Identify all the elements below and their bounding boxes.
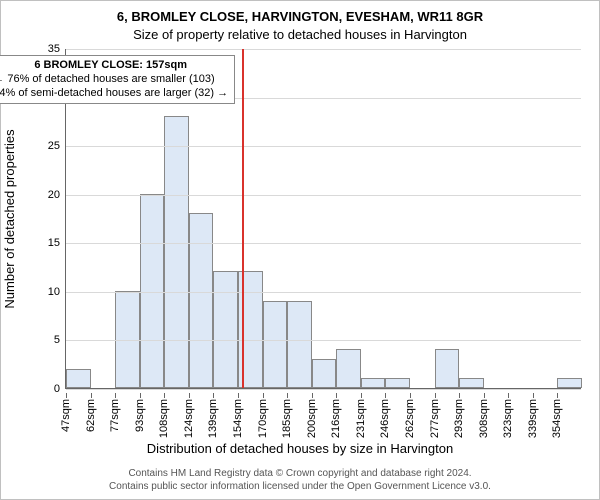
- y-axis-label: Number of detached properties: [2, 129, 17, 308]
- xtick-label: 62sqm: [85, 399, 97, 432]
- ytick-label: 20: [48, 189, 66, 201]
- ytick-label: 35: [48, 43, 66, 55]
- ytick-label: 25: [48, 140, 66, 152]
- attribution-line2: Contains public sector information licen…: [1, 481, 599, 494]
- marker-line: [242, 49, 244, 388]
- xtick-mark: [213, 393, 214, 398]
- xtick-mark: [66, 393, 67, 398]
- annotation-line1: 6 BROMLEY CLOSE: 157sqm: [0, 59, 228, 73]
- annotation-box: 6 BROMLEY CLOSE: 157sqm← 76% of detached…: [0, 55, 235, 104]
- xtick-label: 47sqm: [60, 399, 72, 432]
- xtick-mark: [533, 393, 534, 398]
- xtick-label: 354sqm: [551, 399, 563, 438]
- xtick-mark: [263, 393, 264, 398]
- chart-container: 6, BROMLEY CLOSE, HARVINGTON, EVESHAM, W…: [0, 0, 600, 500]
- xtick-label: 154sqm: [232, 399, 244, 438]
- histogram-bar: [164, 116, 189, 388]
- xtick-label: 246sqm: [379, 399, 391, 438]
- gridline: [66, 195, 581, 196]
- gridline: [66, 292, 581, 293]
- xtick-mark: [115, 393, 116, 398]
- xtick-mark: [189, 393, 190, 398]
- xtick-mark: [91, 393, 92, 398]
- gridline: [66, 49, 581, 50]
- annotation-line2: ← 76% of detached houses are smaller (10…: [0, 73, 228, 87]
- xtick-mark: [238, 393, 239, 398]
- ytick-label: 15: [48, 237, 66, 249]
- histogram-bar: [213, 271, 238, 388]
- histogram-bar: [435, 349, 460, 388]
- histogram-bar: [385, 378, 410, 388]
- xtick-mark: [484, 393, 485, 398]
- xtick-label: 124sqm: [183, 399, 195, 438]
- xtick-label: 93sqm: [134, 399, 146, 432]
- attribution-text: Contains HM Land Registry data © Crown c…: [1, 468, 599, 493]
- xtick-label: 231sqm: [355, 399, 367, 438]
- xtick-label: 108sqm: [158, 399, 170, 438]
- annotation-line3: 24% of semi-detached houses are larger (…: [0, 87, 228, 101]
- xtick-label: 339sqm: [527, 399, 539, 438]
- histogram-bar: [557, 378, 582, 388]
- xtick-label: 200sqm: [306, 399, 318, 438]
- histogram-bar: [66, 369, 91, 388]
- xtick-mark: [287, 393, 288, 398]
- xtick-label: 323sqm: [502, 399, 514, 438]
- xtick-mark: [410, 393, 411, 398]
- histogram-bar: [459, 378, 484, 388]
- histogram-bar: [312, 359, 337, 388]
- xtick-label: 308sqm: [478, 399, 490, 438]
- xtick-label: 293sqm: [453, 399, 465, 438]
- gridline: [66, 243, 581, 244]
- xtick-mark: [336, 393, 337, 398]
- xtick-label: 262sqm: [404, 399, 416, 438]
- xtick-label: 77sqm: [109, 399, 121, 432]
- gridline: [66, 146, 581, 147]
- xtick-label: 216sqm: [330, 399, 342, 438]
- ytick-label: 10: [48, 286, 66, 298]
- histogram-bar: [115, 291, 140, 388]
- xtick-mark: [557, 393, 558, 398]
- gridline: [66, 340, 581, 341]
- chart-plot-area: 0510152025303547sqm62sqm77sqm93sqm108sqm…: [65, 49, 581, 389]
- histogram-bar: [336, 349, 361, 388]
- xtick-mark: [459, 393, 460, 398]
- xtick-label: 185sqm: [281, 399, 293, 438]
- xtick-mark: [164, 393, 165, 398]
- xtick-label: 170sqm: [257, 399, 269, 438]
- ytick-label: 0: [54, 383, 66, 395]
- ytick-label: 5: [54, 334, 66, 346]
- xtick-mark: [435, 393, 436, 398]
- histogram-bar: [189, 213, 214, 388]
- xtick-mark: [361, 393, 362, 398]
- histogram-bar: [361, 378, 386, 388]
- chart-title-line2: Size of property relative to detached ho…: [1, 27, 599, 42]
- xtick-mark: [385, 393, 386, 398]
- xtick-mark: [508, 393, 509, 398]
- chart-title-line1: 6, BROMLEY CLOSE, HARVINGTON, EVESHAM, W…: [1, 9, 599, 24]
- histogram-bar: [263, 301, 288, 388]
- histogram-bar: [287, 301, 312, 388]
- xtick-mark: [312, 393, 313, 398]
- xtick-mark: [140, 393, 141, 398]
- xtick-label: 139sqm: [207, 399, 219, 438]
- xtick-label: 277sqm: [429, 399, 441, 438]
- gridline: [66, 389, 581, 390]
- x-axis-label: Distribution of detached houses by size …: [1, 441, 599, 456]
- attribution-line1: Contains HM Land Registry data © Crown c…: [1, 468, 599, 481]
